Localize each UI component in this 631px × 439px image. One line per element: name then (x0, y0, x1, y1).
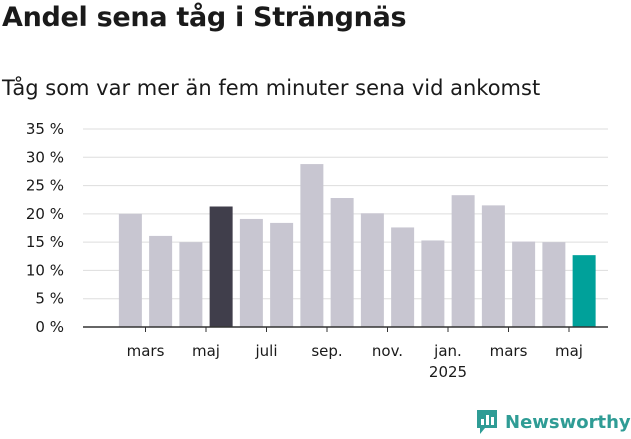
x-tick-label: jan. (433, 342, 462, 360)
bar (270, 222, 294, 327)
y-tick-label: 25 % (26, 177, 64, 195)
x-tick-label: maj (555, 342, 583, 360)
x-tick-label: 2025 (429, 363, 467, 381)
bar (360, 213, 384, 327)
y-tick-label: 10 % (26, 261, 64, 279)
newsworthy-logo-text: Newsworthy (505, 411, 631, 433)
bar (330, 198, 354, 327)
x-tick-label: maj (192, 342, 220, 360)
chart-title: Andel sena tåg i Strängnäs (2, 2, 407, 33)
chart-subtitle: Tåg som var mer än fem minuter sena vid … (2, 76, 541, 100)
bar (179, 242, 203, 327)
bar (239, 218, 263, 327)
newsworthy-logo-icon (477, 410, 497, 434)
x-tick-label: mars (127, 342, 165, 360)
bar (481, 205, 505, 327)
newsworthy-logo: Newsworthy (475, 408, 631, 436)
x-tick-label: mars (490, 342, 528, 360)
bar (209, 206, 233, 327)
bar (542, 242, 566, 327)
y-tick-label: 20 % (26, 205, 64, 223)
bar (512, 241, 536, 327)
bar (391, 227, 415, 327)
bar (300, 164, 324, 327)
y-tick-label: 15 % (26, 233, 64, 251)
y-tick-label: 30 % (26, 148, 64, 166)
x-tick-label: nov. (372, 342, 403, 360)
bar (149, 235, 173, 327)
x-tick-label: sep. (311, 342, 342, 360)
y-tick-label: 0 % (35, 318, 64, 336)
x-tick-label: juli (254, 342, 277, 360)
bar (421, 240, 445, 327)
y-tick-label: 35 % (26, 120, 64, 138)
bar (451, 195, 475, 327)
y-tick-label: 5 % (35, 290, 64, 308)
bar (572, 255, 596, 327)
bar (118, 213, 142, 327)
